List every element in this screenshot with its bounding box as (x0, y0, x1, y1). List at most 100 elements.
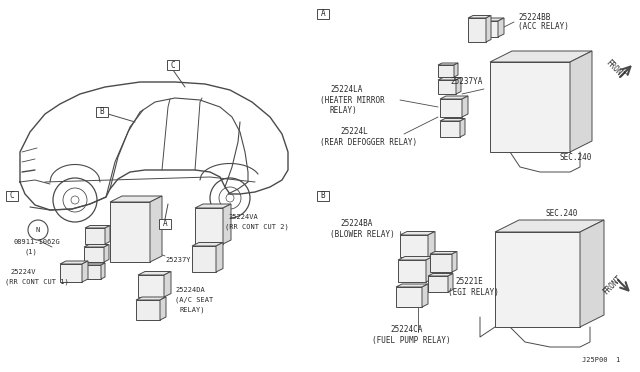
Text: C: C (171, 61, 175, 70)
Text: 25224BA: 25224BA (340, 219, 372, 228)
Polygon shape (104, 244, 109, 262)
Text: 25224BB: 25224BB (518, 13, 550, 22)
Polygon shape (60, 261, 88, 264)
Polygon shape (495, 232, 580, 327)
Polygon shape (223, 204, 231, 244)
Polygon shape (192, 243, 223, 246)
Polygon shape (422, 284, 428, 307)
Polygon shape (456, 77, 461, 94)
Polygon shape (440, 119, 465, 121)
Text: (BLOWER RELAY): (BLOWER RELAY) (330, 230, 395, 238)
Text: RELAY): RELAY) (180, 307, 205, 313)
Polygon shape (136, 297, 166, 300)
Polygon shape (490, 51, 592, 62)
Polygon shape (498, 18, 504, 37)
Polygon shape (400, 235, 428, 257)
Text: A: A (321, 10, 325, 19)
Text: A: A (163, 219, 167, 228)
Text: (RR CONT CUT 1): (RR CONT CUT 1) (5, 279, 68, 285)
Polygon shape (495, 220, 604, 232)
Text: (RR CONT CUT 2): (RR CONT CUT 2) (225, 224, 289, 230)
Polygon shape (430, 251, 457, 254)
Polygon shape (136, 300, 160, 320)
Text: N: N (36, 227, 40, 233)
Polygon shape (570, 51, 592, 152)
Text: B: B (100, 108, 104, 116)
Polygon shape (428, 231, 435, 257)
Polygon shape (164, 272, 171, 297)
Polygon shape (83, 265, 101, 279)
Polygon shape (398, 260, 426, 282)
Polygon shape (83, 263, 105, 265)
Polygon shape (476, 18, 504, 21)
Text: 25221E: 25221E (455, 278, 483, 286)
Polygon shape (84, 244, 109, 247)
Polygon shape (440, 99, 462, 117)
Text: SEC.240: SEC.240 (560, 153, 593, 161)
Text: FRONT: FRONT (602, 274, 625, 296)
Text: (FUEL PUMP RELAY): (FUEL PUMP RELAY) (372, 336, 451, 344)
Polygon shape (398, 257, 433, 260)
Polygon shape (460, 119, 465, 137)
Polygon shape (452, 251, 457, 272)
Bar (6, 191, 18, 201)
Polygon shape (438, 77, 461, 80)
Polygon shape (82, 261, 88, 282)
Text: (REAR DEFOGGER RELAY): (REAR DEFOGGER RELAY) (320, 138, 417, 147)
Polygon shape (468, 16, 491, 18)
Text: (1): (1) (24, 249, 36, 255)
Polygon shape (426, 257, 433, 282)
Polygon shape (60, 264, 82, 282)
Polygon shape (150, 196, 162, 262)
Polygon shape (468, 18, 486, 42)
Text: 25224LA: 25224LA (330, 86, 362, 94)
Polygon shape (84, 247, 104, 262)
Text: FRONT: FRONT (604, 58, 627, 80)
Text: (ACC RELAY): (ACC RELAY) (518, 22, 569, 32)
Polygon shape (448, 273, 453, 292)
Text: J25P00  1: J25P00 1 (582, 357, 620, 363)
Polygon shape (160, 297, 166, 320)
Bar (159, 219, 171, 229)
Polygon shape (195, 204, 231, 208)
Polygon shape (110, 196, 162, 202)
Polygon shape (195, 208, 223, 244)
Polygon shape (580, 220, 604, 327)
Polygon shape (438, 63, 458, 65)
Polygon shape (490, 62, 570, 152)
Polygon shape (462, 96, 468, 117)
Text: (EGI RELAY): (EGI RELAY) (448, 288, 499, 296)
Bar (317, 9, 329, 19)
Text: 25224VA: 25224VA (228, 214, 258, 220)
Bar (317, 191, 329, 201)
Polygon shape (101, 263, 105, 279)
Polygon shape (216, 243, 223, 272)
Polygon shape (430, 254, 452, 272)
Polygon shape (438, 65, 454, 77)
Text: 25224DA: 25224DA (175, 287, 205, 293)
Polygon shape (138, 272, 171, 275)
Polygon shape (440, 96, 468, 99)
Text: SEC.240: SEC.240 (545, 209, 577, 218)
Text: RELAY): RELAY) (330, 106, 358, 115)
Polygon shape (105, 225, 110, 244)
Text: (A/C SEAT: (A/C SEAT (175, 297, 213, 303)
Polygon shape (486, 16, 491, 42)
Text: 25237Y: 25237Y (165, 257, 191, 263)
Text: 25237YA: 25237YA (450, 77, 483, 87)
Text: (HEATER MIRROR: (HEATER MIRROR (320, 96, 385, 105)
Polygon shape (428, 273, 453, 276)
Polygon shape (438, 80, 456, 94)
Bar (96, 107, 108, 117)
Polygon shape (396, 284, 428, 287)
Text: 25224V: 25224V (10, 269, 35, 275)
Polygon shape (138, 275, 164, 297)
Polygon shape (454, 63, 458, 77)
Polygon shape (85, 225, 110, 228)
Polygon shape (428, 276, 448, 292)
Polygon shape (85, 228, 105, 244)
Text: 25224CA: 25224CA (390, 326, 422, 334)
Polygon shape (440, 121, 460, 137)
Text: B: B (321, 192, 325, 201)
Text: C: C (10, 192, 14, 201)
